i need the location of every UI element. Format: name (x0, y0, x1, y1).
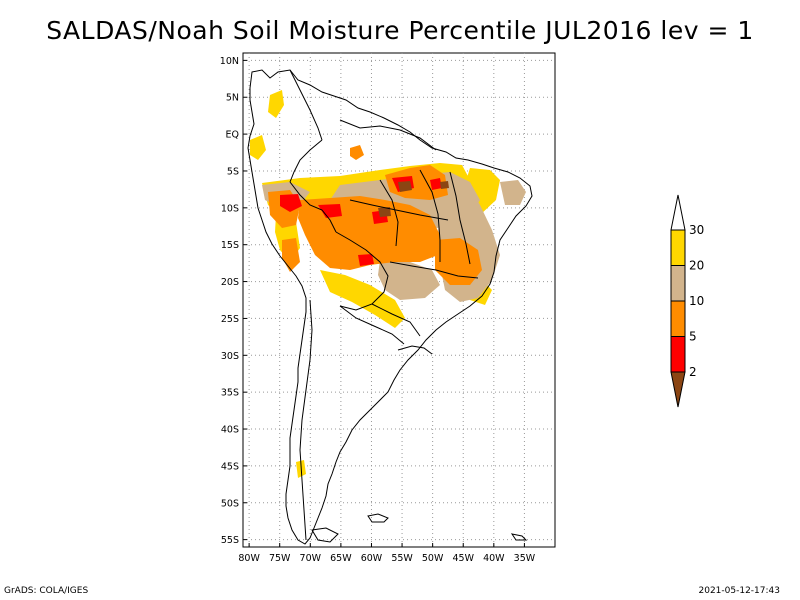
shade-5-10-north-blob (350, 145, 364, 160)
legend-label: 5 (689, 330, 697, 344)
tick-label-lon: 75W (269, 553, 291, 564)
border-paraguay (371, 303, 421, 337)
tick-label-lon: 55W (391, 553, 413, 564)
legend-swatch-gt30 (670, 194, 686, 231)
tick-label-lon: 70W (300, 553, 322, 564)
coastlines-and-borders (247, 69, 533, 545)
tick-label-lon: 45W (452, 553, 474, 564)
shade-lt2-spot-north (398, 181, 412, 192)
tick-label-lat: 20S (221, 277, 239, 288)
legend-label: 10 (689, 294, 704, 308)
tick-label-lon: 80W (238, 553, 260, 564)
legend-label: 20 (689, 259, 704, 273)
legend-swatch (670, 336, 686, 373)
island-falklands (367, 513, 389, 523)
footer-timestamp: 2021-05-12-17:43 (698, 586, 781, 596)
border-brazil-states-1 (379, 179, 399, 247)
border-brazil-states-2 (419, 169, 441, 262)
tick-label-lat: 55S (221, 535, 239, 546)
border-uruguay (397, 345, 433, 355)
legend-label: 2 (689, 365, 697, 379)
shade-lt2-spot-east (440, 181, 449, 189)
border-brazil-states-5 (449, 171, 471, 265)
tick-label-lat: 30S (221, 351, 239, 362)
tick-label-lat: 10S (221, 203, 239, 214)
legend-swatch (670, 265, 686, 302)
island-south (510, 533, 528, 541)
border-bolivia (335, 231, 389, 311)
border-argentina-north (339, 305, 405, 345)
tick-label-lat: 40S (221, 425, 239, 436)
shade-20-30-colombia (250, 135, 266, 160)
soil-moisture-shading (250, 90, 526, 478)
gridlines: 80W 75W 70W 65W 60W 55W 50W 45W 40W 35W 10N 5N EQ 5S 1… (220, 53, 555, 564)
tick-label-lon: 35W (514, 553, 536, 564)
legend-swatch (670, 229, 686, 266)
tick-label-lat: 5N (226, 93, 239, 104)
border-peru-brazil (289, 181, 337, 233)
shade-2-5-spot-central (318, 204, 342, 218)
border-argentina-chile (299, 299, 313, 541)
shade-lt2-spot-central (378, 207, 391, 217)
tick-label-lat: 15S (221, 240, 239, 251)
border-colombia-venezuela (289, 69, 323, 141)
tick-label-lat: 25S (221, 314, 239, 325)
shade-20-30-south (320, 270, 405, 328)
shade-10-20-northeast-coast (500, 180, 526, 205)
tick-label-lat: EQ (226, 130, 239, 141)
legend-swatch-lt2 (670, 371, 686, 408)
map-frame (242, 52, 556, 548)
tick-label-lat: 5S (227, 166, 239, 177)
border-brazil-states-3 (349, 199, 449, 221)
island-tierra-del-fuego (311, 527, 339, 543)
tick-label-lat: 35S (221, 388, 239, 399)
shade-2-5-spot-south (358, 254, 374, 266)
shade-2-5-spot-west (280, 194, 302, 212)
islands (311, 513, 528, 543)
legend: 2 5 10 20 30 (670, 194, 704, 408)
shade-10-20-pantanal (378, 260, 440, 300)
border-brazil-north (339, 119, 437, 151)
footer-credit: GrADS: COLA/IGES (4, 586, 89, 596)
shade-2-5-spot-east (430, 178, 442, 190)
tick-label-lon: 50W (422, 553, 444, 564)
tick-label-lat: 10N (220, 56, 239, 67)
legend-swatch (670, 300, 686, 337)
tick-label-lon: 40W (483, 553, 505, 564)
shade-20-30-north-coast (268, 90, 284, 118)
border-brazil-states-4 (389, 261, 479, 279)
legend-label: 30 (689, 223, 704, 237)
coastline-south-america (247, 69, 533, 545)
tick-label-lat: 50S (221, 498, 239, 509)
tick-label-lon: 65W (330, 553, 352, 564)
border-colombia-brazil (289, 139, 323, 183)
tick-label-lat: 45S (221, 461, 239, 472)
tick-label-lon: 60W (361, 553, 383, 564)
map-title: SALDAS/Noah Soil Moisture Percentile JUL… (46, 16, 754, 45)
